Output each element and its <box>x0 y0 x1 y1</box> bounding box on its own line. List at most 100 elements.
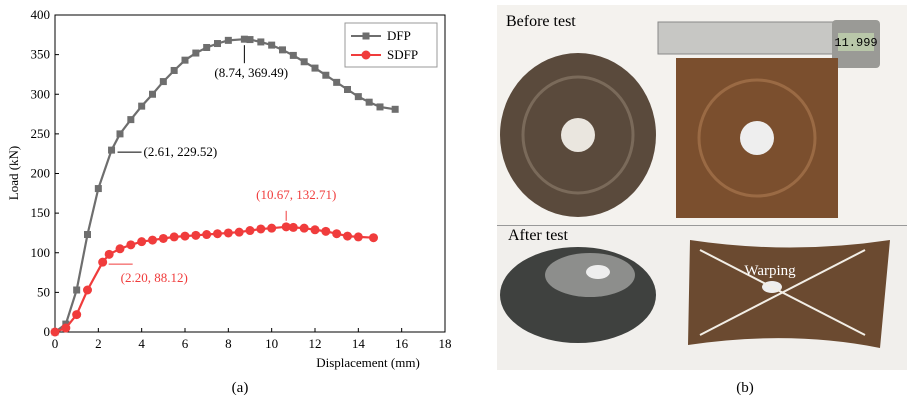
series-line <box>54 225 374 334</box>
marker <box>83 285 92 295</box>
marker <box>98 257 108 267</box>
marker <box>224 36 232 44</box>
marker <box>104 249 114 259</box>
disc-hole <box>561 118 595 152</box>
y-tick-label: 0 <box>44 324 51 339</box>
marker <box>223 228 233 238</box>
x-tick-label: 4 <box>138 336 145 351</box>
marker <box>288 222 298 232</box>
x-axis-label: Displacement (mm) <box>316 355 420 370</box>
annotation: (8.74, 369.49) <box>214 65 288 80</box>
marker <box>148 235 157 245</box>
marker <box>279 46 286 54</box>
x-tick-label: 0 <box>52 336 59 351</box>
series-line <box>54 38 396 333</box>
annotation: (2.20, 88.12) <box>121 270 188 285</box>
warping-arrows <box>699 249 866 336</box>
legend-marker <box>362 32 370 40</box>
disc-ring <box>521 75 635 195</box>
annotation: (2.61, 229.52) <box>144 144 218 159</box>
marker <box>84 231 91 239</box>
plate-hole <box>740 121 774 155</box>
x-tick-label: 16 <box>395 336 409 351</box>
marker <box>369 233 378 243</box>
marker <box>73 286 81 294</box>
y-tick-label: 400 <box>31 7 51 22</box>
marker <box>245 226 255 236</box>
caption-a: (a) <box>232 380 249 396</box>
marker <box>268 41 276 49</box>
marker <box>192 49 200 57</box>
marker <box>234 227 244 237</box>
caliper-display <box>838 33 874 51</box>
y-tick-label: 200 <box>31 166 51 181</box>
marker <box>72 310 82 320</box>
marker <box>267 223 277 233</box>
disc-after-hole <box>586 265 610 279</box>
x-tick-label: 12 <box>309 336 322 351</box>
legend-label: SDFP <box>387 47 418 62</box>
marker <box>333 78 341 86</box>
marker <box>137 237 147 247</box>
before-label: Before test <box>506 13 576 30</box>
y-tick-label: 100 <box>31 245 51 260</box>
marker <box>310 225 320 235</box>
marker <box>299 223 309 233</box>
marker <box>376 103 384 111</box>
marker <box>180 231 190 241</box>
x-tick-label: 6 <box>182 336 189 351</box>
plate-ring <box>697 78 817 198</box>
marker <box>281 222 291 232</box>
caption-b: (b) <box>736 380 754 396</box>
legend-box <box>344 22 438 68</box>
marker <box>181 56 189 64</box>
annotation: (10.67, 132.71) <box>256 187 336 202</box>
marker <box>158 233 168 243</box>
marker <box>127 116 135 124</box>
y-axis-label: Load (kN) <box>6 146 21 201</box>
warping-label: Warping <box>744 263 796 279</box>
marker <box>115 244 125 254</box>
marker <box>354 93 362 101</box>
marker <box>149 90 156 98</box>
caliper-reading: 11.999 <box>834 36 877 50</box>
marker <box>126 240 136 250</box>
marker <box>300 58 308 66</box>
x-tick-label: 10 <box>265 336 278 351</box>
marker <box>321 226 331 236</box>
photo-panel: 11.999 Before test After test Warping <box>497 5 907 370</box>
y-tick-label: 50 <box>37 284 50 299</box>
marker <box>257 38 265 46</box>
marker <box>344 85 351 93</box>
marker <box>138 102 146 110</box>
y-tick-label: 350 <box>31 47 51 62</box>
legend-marker <box>361 50 371 60</box>
marker <box>202 230 212 240</box>
marker <box>240 35 248 43</box>
marker <box>170 66 178 74</box>
marker <box>343 231 352 241</box>
marker <box>213 229 222 239</box>
marker <box>61 323 71 333</box>
marker <box>169 232 179 242</box>
marker <box>391 105 399 113</box>
x-tick-label: 18 <box>439 336 452 351</box>
marker <box>322 71 330 79</box>
y-tick-label: 300 <box>31 86 51 101</box>
marker <box>289 51 297 59</box>
after-label: After test <box>508 227 569 244</box>
marker <box>214 40 221 48</box>
marker <box>246 36 254 44</box>
marker <box>353 232 363 242</box>
marker <box>94 185 102 193</box>
marker <box>332 229 342 239</box>
x-tick-label: 2 <box>95 336 102 351</box>
marker <box>191 230 201 240</box>
marker <box>50 327 60 337</box>
marker <box>365 98 373 106</box>
marker <box>203 43 211 51</box>
legend-label: DFP <box>387 28 411 43</box>
y-tick-label: 150 <box>31 205 51 220</box>
